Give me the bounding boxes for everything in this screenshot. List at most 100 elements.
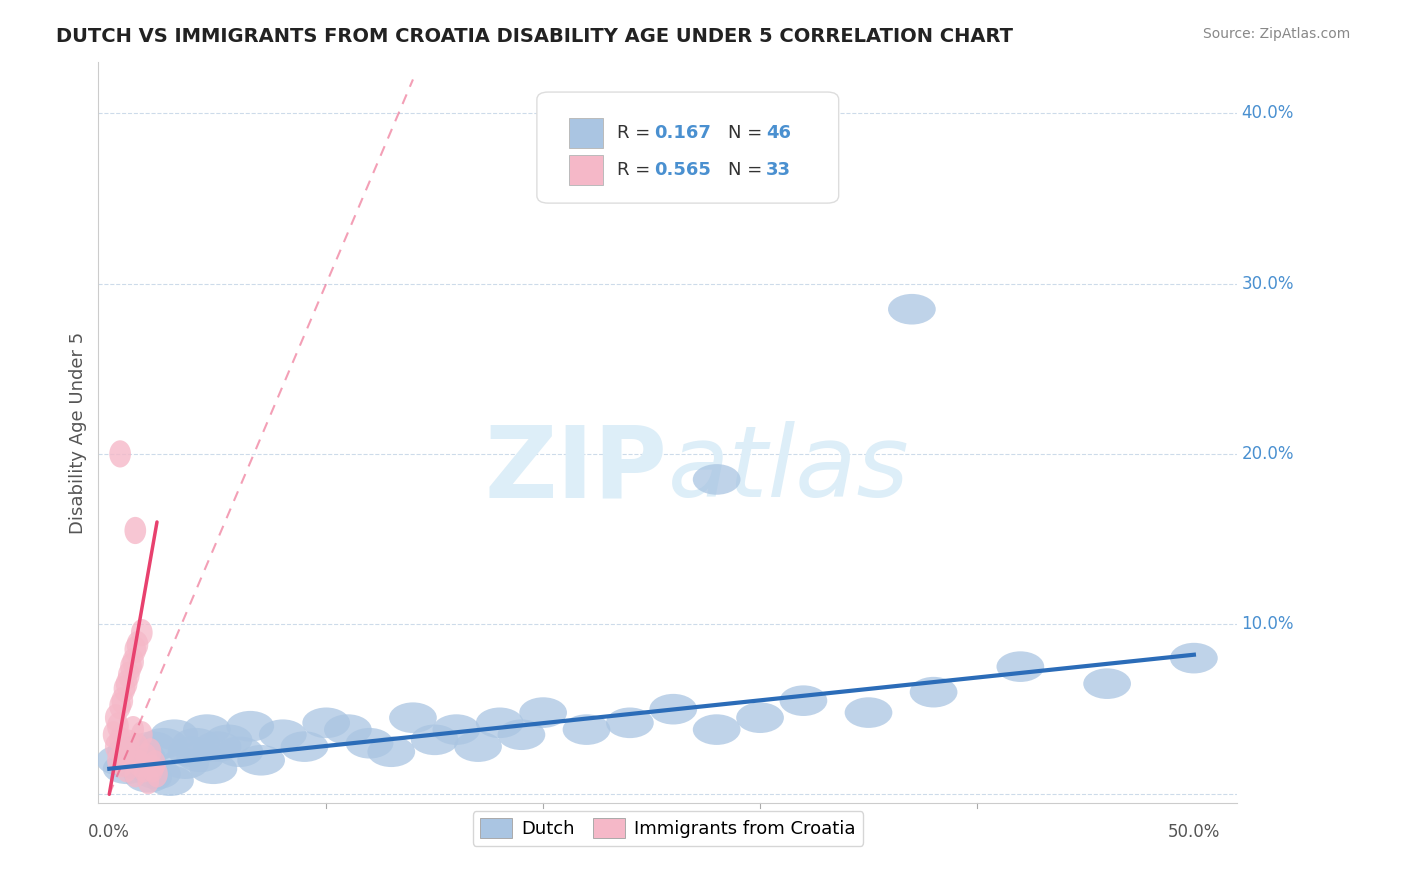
Ellipse shape	[114, 675, 135, 702]
Ellipse shape	[454, 731, 502, 762]
Ellipse shape	[105, 733, 127, 760]
Legend: Dutch, Immigrants from Croatia: Dutch, Immigrants from Croatia	[472, 811, 863, 846]
Ellipse shape	[238, 745, 285, 775]
Text: 0.565: 0.565	[654, 161, 711, 178]
Ellipse shape	[650, 694, 697, 724]
Bar	[569, 155, 603, 185]
Ellipse shape	[367, 737, 415, 767]
Text: N =: N =	[728, 161, 768, 178]
Ellipse shape	[606, 707, 654, 738]
Ellipse shape	[111, 748, 159, 779]
Ellipse shape	[120, 653, 142, 681]
Ellipse shape	[105, 704, 127, 731]
Ellipse shape	[103, 754, 150, 784]
Text: 10.0%: 10.0%	[1241, 615, 1294, 633]
Ellipse shape	[110, 692, 131, 720]
Ellipse shape	[115, 756, 138, 782]
Ellipse shape	[194, 731, 242, 762]
Ellipse shape	[323, 714, 371, 745]
Ellipse shape	[107, 713, 129, 739]
Ellipse shape	[562, 714, 610, 745]
Ellipse shape	[131, 619, 153, 646]
Text: R =: R =	[617, 124, 655, 142]
Ellipse shape	[259, 720, 307, 750]
Ellipse shape	[118, 662, 139, 689]
Text: R =: R =	[617, 161, 655, 178]
Ellipse shape	[889, 293, 936, 325]
Ellipse shape	[779, 685, 827, 716]
Ellipse shape	[134, 758, 181, 789]
Text: 20.0%: 20.0%	[1241, 445, 1294, 463]
Ellipse shape	[411, 724, 458, 756]
Ellipse shape	[910, 677, 957, 707]
Ellipse shape	[127, 733, 148, 760]
Ellipse shape	[129, 731, 177, 762]
Ellipse shape	[143, 750, 166, 777]
Ellipse shape	[127, 631, 148, 658]
Text: 40.0%: 40.0%	[1241, 104, 1294, 122]
Ellipse shape	[125, 762, 172, 793]
Ellipse shape	[125, 636, 146, 664]
Text: ZIP: ZIP	[485, 421, 668, 518]
Text: 0.0%: 0.0%	[89, 823, 131, 841]
Ellipse shape	[1083, 668, 1130, 699]
Ellipse shape	[122, 716, 143, 743]
Ellipse shape	[138, 767, 159, 794]
Ellipse shape	[281, 731, 329, 762]
Ellipse shape	[115, 670, 138, 698]
Ellipse shape	[125, 760, 146, 788]
Ellipse shape	[498, 720, 546, 750]
Ellipse shape	[146, 765, 194, 796]
Bar	[569, 118, 603, 147]
Ellipse shape	[110, 726, 131, 754]
Ellipse shape	[125, 516, 146, 544]
Ellipse shape	[162, 748, 209, 779]
Ellipse shape	[215, 737, 263, 767]
Ellipse shape	[519, 698, 567, 728]
Ellipse shape	[118, 741, 166, 772]
Ellipse shape	[172, 728, 219, 758]
Text: 50.0%: 50.0%	[1168, 823, 1220, 841]
Ellipse shape	[150, 720, 198, 750]
Ellipse shape	[96, 745, 143, 775]
Ellipse shape	[737, 702, 785, 733]
Ellipse shape	[302, 707, 350, 738]
Text: DUTCH VS IMMIGRANTS FROM CROATIA DISABILITY AGE UNDER 5 CORRELATION CHART: DUTCH VS IMMIGRANTS FROM CROATIA DISABIL…	[56, 27, 1014, 45]
Text: atlas: atlas	[668, 421, 910, 518]
Ellipse shape	[433, 714, 481, 745]
Ellipse shape	[389, 702, 437, 733]
Ellipse shape	[122, 648, 143, 675]
Text: 0.167: 0.167	[654, 124, 711, 142]
Ellipse shape	[111, 750, 134, 777]
Ellipse shape	[997, 651, 1045, 682]
Text: N =: N =	[728, 124, 768, 142]
Ellipse shape	[107, 737, 155, 767]
Ellipse shape	[139, 738, 162, 765]
Ellipse shape	[190, 754, 238, 784]
Ellipse shape	[693, 714, 741, 745]
Ellipse shape	[475, 707, 523, 738]
Ellipse shape	[114, 738, 135, 765]
Ellipse shape	[118, 730, 139, 756]
Ellipse shape	[226, 711, 274, 741]
Text: 30.0%: 30.0%	[1241, 275, 1294, 293]
Ellipse shape	[205, 724, 253, 756]
Ellipse shape	[110, 441, 131, 467]
Ellipse shape	[183, 714, 231, 745]
Ellipse shape	[134, 756, 155, 782]
Ellipse shape	[135, 743, 157, 771]
Ellipse shape	[177, 741, 224, 772]
Ellipse shape	[111, 687, 134, 714]
Ellipse shape	[167, 737, 215, 767]
Ellipse shape	[142, 756, 163, 782]
Ellipse shape	[146, 760, 167, 788]
Ellipse shape	[131, 721, 153, 748]
Ellipse shape	[693, 464, 741, 495]
Text: 46: 46	[766, 124, 790, 142]
Ellipse shape	[139, 728, 187, 758]
Ellipse shape	[107, 747, 129, 774]
Ellipse shape	[129, 750, 150, 777]
Ellipse shape	[1170, 643, 1218, 673]
Ellipse shape	[346, 728, 394, 758]
Text: Source: ZipAtlas.com: Source: ZipAtlas.com	[1202, 27, 1350, 41]
